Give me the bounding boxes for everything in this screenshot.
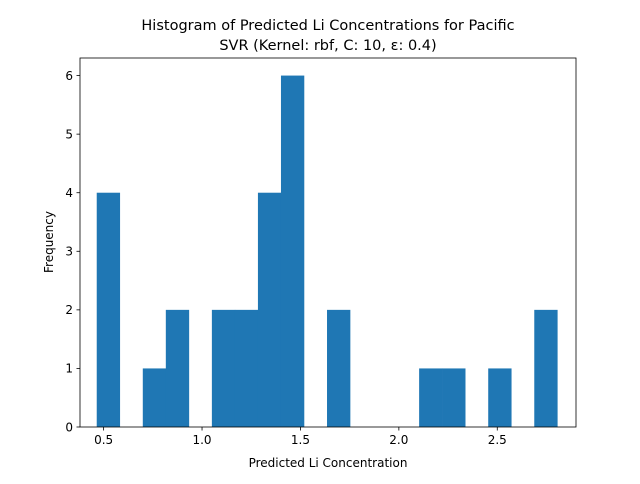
x-tick-label: 2.5 [488, 433, 507, 447]
histogram-bar-17 [488, 368, 512, 427]
y-tick-label: 1 [65, 362, 73, 376]
x-tick-label: 1.0 [192, 433, 211, 447]
x-axis-label: Predicted Li Concentration [249, 456, 408, 470]
histogram-bar-0 [96, 192, 121, 427]
y-axis-ticks: 0 1 2 3 4 5 6 [65, 69, 80, 434]
histogram-bar-10 [327, 309, 351, 427]
y-tick-label: 3 [65, 245, 73, 259]
y-tick-label: 4 [65, 186, 73, 200]
x-axis-ticks: 0.5 1.0 1.5 2.0 2.5 [94, 427, 507, 447]
histogram-bar-14 [419, 368, 443, 427]
x-tick-label: 0.5 [94, 433, 113, 447]
y-tick-label: 2 [65, 303, 73, 317]
y-tick-label: 0 [65, 420, 73, 434]
chart-title-line-2: SVR (Kernel: rbf, C: 10, ε: 0.4) [219, 38, 436, 54]
histogram-bar-5 [211, 309, 236, 427]
x-tick-label: 2.0 [389, 433, 408, 447]
chart-title-line-1: Histogram of Predicted Li Concentrations… [141, 18, 514, 34]
histogram-bar-2 [142, 368, 167, 427]
histogram-bar-7 [257, 192, 282, 427]
histogram-bar-19 [534, 309, 558, 427]
plot-frame [79, 57, 577, 428]
y-axis-label: Frequency [42, 211, 56, 273]
y-tick-label: 5 [65, 127, 73, 141]
histogram-bar-3 [165, 309, 190, 427]
x-tick-label: 1.5 [291, 433, 310, 447]
y-tick-label: 6 [65, 69, 73, 83]
histogram-bar-15 [442, 368, 466, 427]
histogram-bars [96, 75, 558, 427]
histogram-bar-6 [234, 309, 259, 427]
histogram-bar-8 [280, 75, 305, 427]
